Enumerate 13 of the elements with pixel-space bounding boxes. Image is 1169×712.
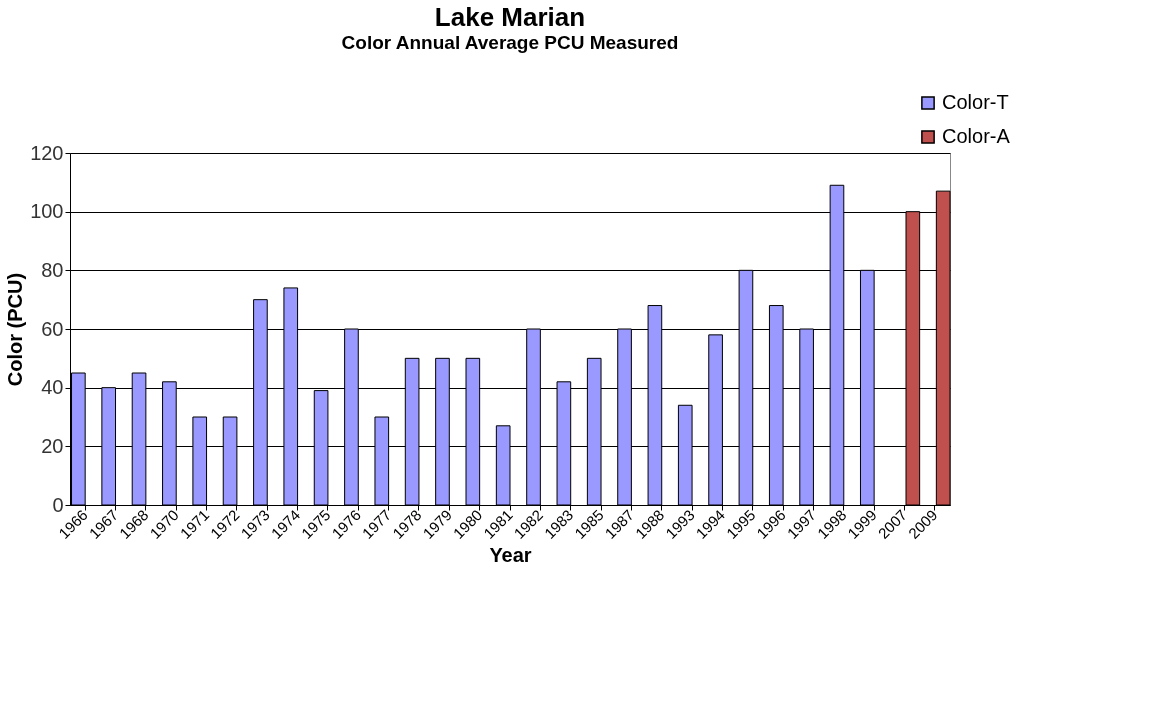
chart-title: Lake Marian <box>434 2 586 32</box>
legend-label: Color-A <box>942 125 1011 147</box>
y-tick-label: 100 <box>30 200 64 223</box>
x-axis-title: Year <box>489 543 532 566</box>
y-tick-label: 0 <box>52 493 64 516</box>
y-tick-label: 40 <box>41 376 64 399</box>
chart-subtitle: Color Annual Average PCU Measured <box>341 32 679 53</box>
y-tick-label: 20 <box>41 434 64 457</box>
y-tick-label: 80 <box>41 258 64 281</box>
y-axis-title: Color (PCU) <box>4 272 27 387</box>
legend-label: Color-T <box>942 91 1009 113</box>
y-tick-label: 120 <box>30 141 64 164</box>
y-tick-label: 60 <box>41 317 64 340</box>
